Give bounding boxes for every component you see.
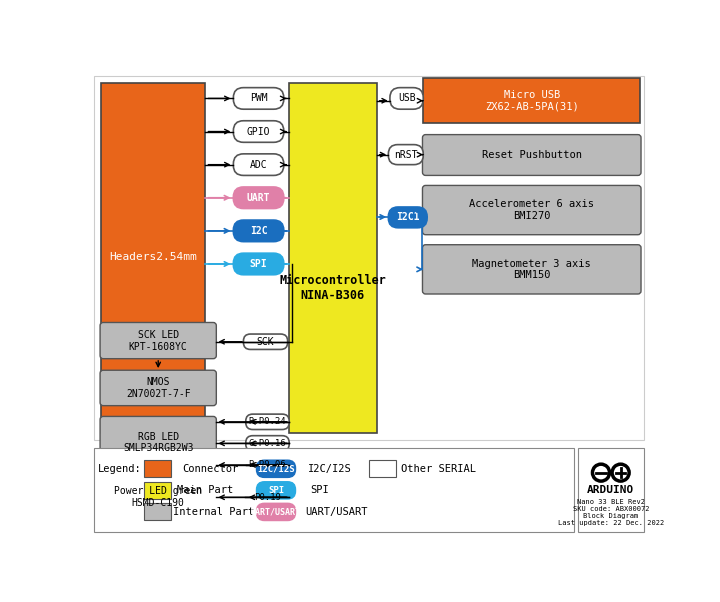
- Bar: [101, 83, 204, 433]
- FancyBboxPatch shape: [233, 187, 284, 208]
- Text: UART/USART: UART/USART: [305, 507, 368, 517]
- FancyBboxPatch shape: [246, 436, 289, 451]
- Text: SKU code: ABX00072: SKU code: ABX00072: [572, 506, 649, 512]
- FancyBboxPatch shape: [423, 245, 641, 294]
- Text: SPI: SPI: [250, 259, 267, 269]
- Text: UART: UART: [247, 193, 270, 203]
- Text: Block Diagram: Block Diagram: [583, 513, 639, 519]
- Text: Reset Pushbutton: Reset Pushbutton: [482, 150, 582, 160]
- Text: SPI: SPI: [268, 486, 284, 495]
- Text: GPIO: GPIO: [247, 126, 270, 137]
- Bar: [289, 83, 377, 433]
- FancyBboxPatch shape: [100, 323, 216, 359]
- Text: Connector: Connector: [182, 464, 238, 474]
- Text: PWM: PWM: [250, 93, 267, 104]
- FancyBboxPatch shape: [256, 482, 295, 499]
- Text: Last update: 22 Dec. 2022: Last update: 22 Dec. 2022: [558, 520, 664, 526]
- FancyBboxPatch shape: [243, 334, 287, 349]
- FancyBboxPatch shape: [388, 144, 423, 164]
- Text: SCK LED
KPT-1608YC: SCK LED KPT-1608YC: [129, 330, 188, 352]
- Text: R:P0.24: R:P0.24: [248, 417, 287, 426]
- Text: I2C: I2C: [250, 226, 267, 236]
- FancyBboxPatch shape: [246, 414, 289, 429]
- Text: Internal Part: Internal Part: [174, 507, 255, 517]
- FancyBboxPatch shape: [100, 417, 216, 470]
- Text: RGB LED
SMLP34RGB2W3: RGB LED SMLP34RGB2W3: [123, 432, 194, 453]
- Text: G:P0.16: G:P0.16: [248, 439, 287, 448]
- Text: I2C/I2S: I2C/I2S: [257, 464, 294, 473]
- Text: USB: USB: [397, 93, 415, 104]
- Text: NMOS
2N7002T-7-F: NMOS 2N7002T-7-F: [126, 377, 191, 399]
- Text: P0.19: P0.19: [253, 493, 281, 502]
- FancyBboxPatch shape: [100, 480, 216, 516]
- Text: Magnetometer 3 axis
BMM150: Magnetometer 3 axis BMM150: [472, 259, 591, 280]
- FancyBboxPatch shape: [388, 207, 427, 228]
- Text: Accelerometer 6 axis
BMI270: Accelerometer 6 axis BMI270: [469, 199, 594, 221]
- Text: I2C/I2S: I2C/I2S: [308, 464, 352, 474]
- Text: Micro USB
ZX62-AB-5PA(31): Micro USB ZX62-AB-5PA(31): [485, 90, 579, 111]
- FancyBboxPatch shape: [245, 489, 289, 505]
- FancyBboxPatch shape: [423, 135, 641, 175]
- Text: SCK: SCK: [257, 337, 274, 347]
- Bar: [144, 482, 171, 499]
- Text: I2C1: I2C1: [396, 213, 420, 222]
- FancyBboxPatch shape: [100, 370, 216, 406]
- Text: Microcontroller
NINA-B306: Microcontroller NINA-B306: [279, 274, 386, 302]
- FancyBboxPatch shape: [256, 461, 295, 477]
- Text: Legend:: Legend:: [98, 464, 141, 474]
- Text: B:P0.06: B:P0.06: [248, 461, 287, 470]
- Bar: [369, 461, 396, 477]
- Text: Other SERIAL: Other SERIAL: [401, 464, 476, 474]
- Text: Headers2.54mm: Headers2.54mm: [109, 252, 197, 262]
- Text: Power LED green
HSMD-C190: Power LED green HSMD-C190: [114, 486, 202, 508]
- Text: Nano 33 BLE Rev2: Nano 33 BLE Rev2: [577, 499, 645, 505]
- FancyBboxPatch shape: [233, 154, 284, 175]
- FancyBboxPatch shape: [233, 88, 284, 109]
- Bar: [94, 448, 575, 532]
- FancyBboxPatch shape: [233, 220, 284, 241]
- Text: SPI: SPI: [310, 485, 329, 495]
- Bar: [144, 503, 171, 520]
- FancyBboxPatch shape: [423, 185, 641, 235]
- Text: UART/USART: UART/USART: [251, 507, 301, 517]
- FancyBboxPatch shape: [246, 458, 289, 473]
- Text: ADC: ADC: [250, 160, 267, 170]
- Bar: [423, 78, 640, 123]
- FancyBboxPatch shape: [233, 253, 284, 275]
- FancyBboxPatch shape: [256, 503, 295, 520]
- FancyBboxPatch shape: [390, 88, 423, 109]
- FancyBboxPatch shape: [233, 121, 284, 142]
- Bar: [578, 448, 644, 532]
- Text: Main Part: Main Part: [176, 485, 233, 495]
- Text: nRST: nRST: [394, 150, 418, 160]
- Bar: [94, 76, 644, 440]
- Text: ARDUINO: ARDUINO: [588, 485, 634, 495]
- Bar: [144, 461, 171, 477]
